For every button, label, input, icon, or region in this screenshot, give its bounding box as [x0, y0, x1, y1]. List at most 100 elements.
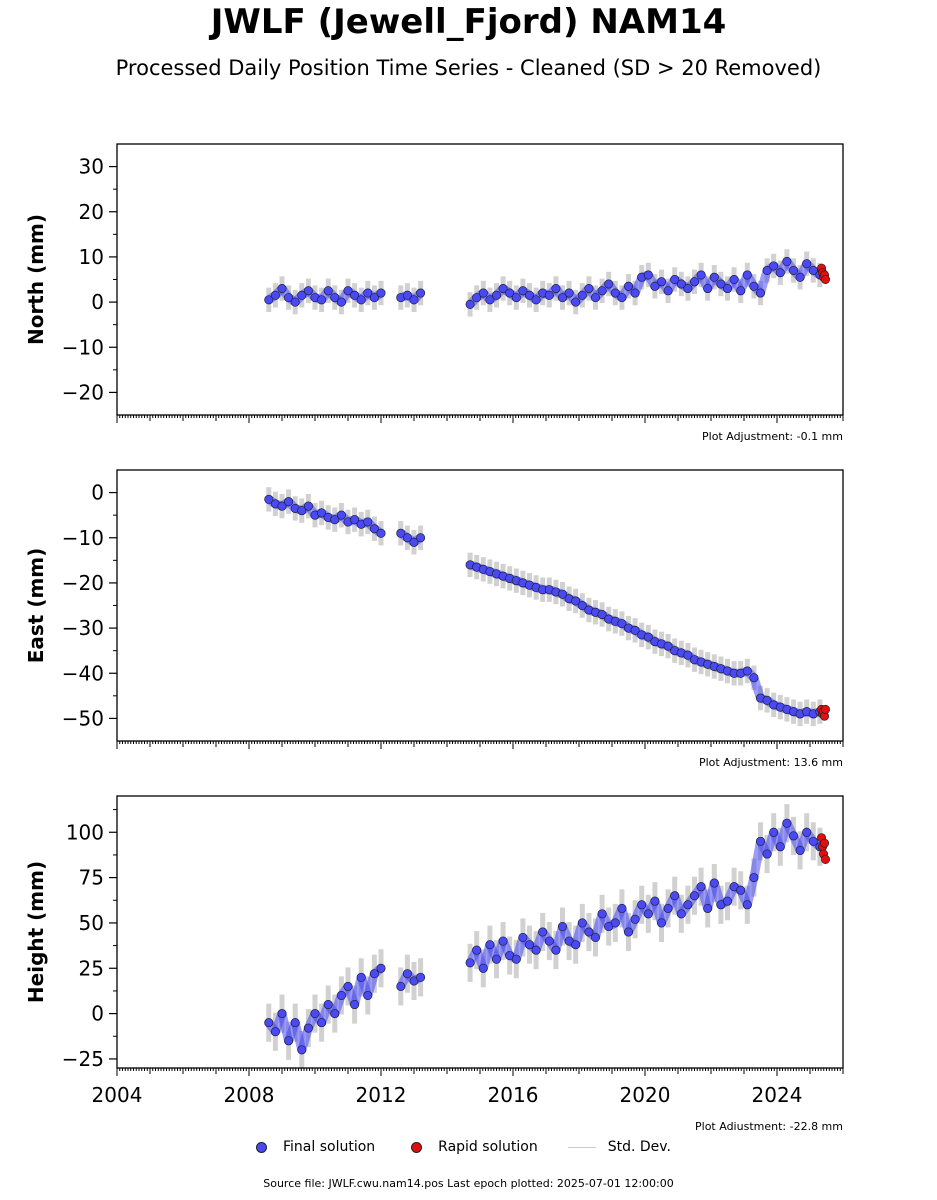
y-tick-label: −40: [62, 661, 104, 685]
final-point: [683, 900, 693, 910]
final-point: [350, 290, 360, 300]
final-point: [317, 295, 327, 305]
x-tick-label: 2008: [224, 1083, 275, 1107]
panel-1: −20 −10 0 10 20 30 North (mm) Plot Adjustment: …: [24, 143, 844, 443]
final-point: [617, 903, 627, 913]
final-point: [663, 641, 673, 651]
x-tick-label: 2024: [752, 1083, 803, 1107]
y-tick-label: −30: [62, 616, 104, 640]
final-point: [363, 517, 373, 527]
final-point: [762, 265, 772, 275]
final-point: [330, 515, 340, 525]
final-point: [538, 927, 548, 937]
plot-area: [264, 249, 831, 317]
y-tick-label: −10: [62, 526, 104, 550]
legend-rapid-label: Rapid solution: [438, 1139, 538, 1155]
final-point: [584, 927, 594, 937]
y-tick-label: 0: [91, 290, 104, 314]
y-tick-label: −50: [62, 706, 104, 730]
final-point: [802, 827, 812, 837]
x-tick-label: 2016: [488, 1083, 539, 1107]
final-point: [264, 1018, 274, 1028]
plot-adjustment: Plot Adjustment: -22.8 mm: [695, 1120, 843, 1130]
final-point: [630, 625, 640, 635]
final-point: [775, 268, 785, 278]
final-point: [264, 494, 274, 504]
final-point: [716, 279, 726, 289]
legend-std-label: Std. Dev.: [607, 1139, 671, 1155]
final-point: [749, 673, 759, 683]
final-point: [689, 891, 699, 901]
final-point: [323, 286, 333, 296]
final-point: [551, 284, 561, 294]
final-point: [584, 284, 594, 294]
y-tick-label: −20: [62, 380, 104, 404]
final-point: [617, 293, 627, 303]
rapid-point: [821, 274, 831, 284]
y-tick-label: 20: [79, 200, 104, 224]
legend-std-line: [567, 1146, 596, 1148]
final-point: [531, 945, 541, 955]
plot-frame: [116, 795, 844, 1069]
y-tick-label: 10: [79, 245, 104, 269]
chart-title: JWLF (Jewell_Fjord) NAM14: [210, 2, 727, 42]
final-point: [524, 290, 534, 300]
final-point: [518, 932, 528, 942]
final-point: [623, 281, 633, 291]
final-point: [637, 900, 647, 910]
rapid-point: [821, 704, 831, 714]
legend-rapid: Rapid solution: [405, 1139, 538, 1155]
final-point: [416, 533, 426, 543]
final-point: [571, 940, 581, 950]
final-point: [762, 695, 772, 705]
final-point: [402, 290, 412, 300]
charts-canvas: −20 −10 0 10 20 30 North (mm) Plot Adjustment: …: [24, 143, 844, 1130]
final-point: [350, 515, 360, 525]
y-axis-label: North (mm): [24, 214, 48, 345]
legend: Final solution Rapid solution Std. Dev.: [250, 1136, 701, 1158]
final-point: [297, 506, 307, 516]
final-point: [676, 279, 686, 289]
final-point: [709, 878, 719, 888]
y-tick-label: 75: [79, 866, 104, 890]
final-point: [782, 818, 792, 828]
final-point: [376, 288, 386, 298]
final-point: [551, 945, 561, 955]
final-point: [703, 903, 713, 913]
final-point: [782, 256, 792, 266]
final-point: [317, 508, 327, 518]
final-point: [808, 836, 818, 846]
final-point: [416, 288, 426, 298]
y-tick-label: 50: [79, 911, 104, 935]
final-point: [369, 524, 379, 534]
final-point: [788, 831, 798, 841]
final-point: [557, 293, 567, 303]
legend-std: Std. Dev.: [567, 1139, 671, 1155]
final-point: [755, 288, 765, 298]
y-tick-label: 30: [79, 155, 104, 179]
final-point: [775, 842, 785, 852]
final-point: [795, 845, 805, 855]
final-point: [336, 510, 346, 520]
y-tick-label: 0: [91, 1002, 104, 1026]
final-point: [277, 284, 287, 294]
final-point: [722, 896, 732, 906]
final-point: [511, 954, 521, 964]
final-point: [769, 827, 779, 837]
final-point: [755, 836, 765, 846]
final-point: [696, 270, 706, 280]
final-point: [643, 632, 653, 642]
final-point: [808, 265, 818, 275]
final-point: [465, 299, 475, 309]
final-point: [762, 849, 772, 859]
final-point: [409, 295, 419, 305]
final-point: [402, 969, 412, 979]
final-point: [597, 610, 607, 620]
final-point: [604, 279, 614, 289]
final-point: [623, 927, 633, 937]
final-point: [498, 936, 508, 946]
final-point: [323, 1000, 333, 1010]
final-point: [571, 596, 581, 606]
final-point: [663, 286, 673, 296]
final-point: [369, 293, 379, 303]
